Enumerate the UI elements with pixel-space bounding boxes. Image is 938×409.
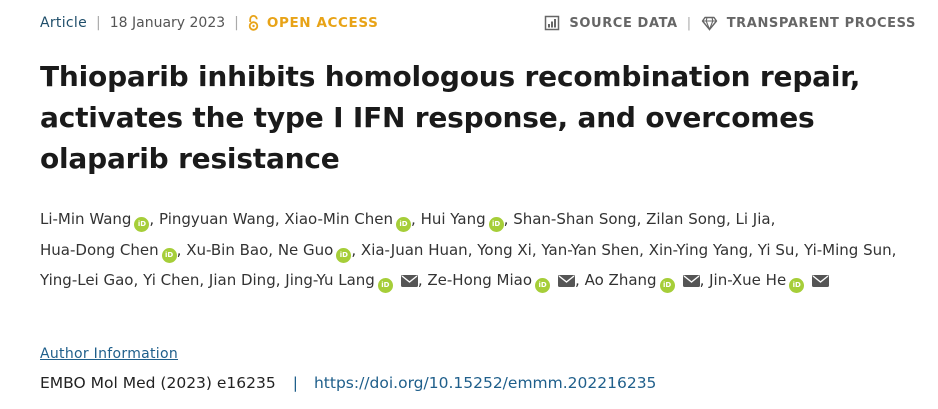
author-name[interactable]: Jian Ding xyxy=(208,271,276,289)
source-data-label: SOURCE DATA xyxy=(569,15,678,31)
publication-date: 18 January 2023 xyxy=(109,15,226,31)
author[interactable]: Xu-Bin Bao, xyxy=(186,240,274,259)
author[interactable]: Hui Yang iD, xyxy=(420,210,508,232)
author[interactable]: Yong Xi, xyxy=(477,240,537,259)
author-name[interactable]: Li Jia xyxy=(735,210,771,228)
author[interactable]: Ao Zhang iD, xyxy=(584,271,704,293)
author-information-link[interactable]: Author Information xyxy=(40,346,179,362)
author-name[interactable]: Ying-Lei Gao xyxy=(40,271,134,289)
open-access-label: OPEN ACCESS xyxy=(266,15,379,31)
orcid-icon[interactable]: iD xyxy=(161,247,177,263)
author-name[interactable]: Jin-Xue He xyxy=(709,271,787,289)
author-name[interactable]: Xu-Bin Bao xyxy=(186,240,269,259)
orcid-icon[interactable]: iD xyxy=(535,278,551,293)
source-data-icon xyxy=(545,15,560,31)
author-name[interactable]: Xin-Ying Yang xyxy=(648,240,749,259)
source-data-link[interactable]: SOURCE DATA xyxy=(544,15,677,31)
author-name[interactable]: Hua-Dong Chen xyxy=(40,240,159,259)
orcid-icon[interactable]: iD xyxy=(659,278,675,293)
author[interactable]: Zilan Song, xyxy=(646,210,731,228)
author[interactable]: Jing-Yu Lang iD, xyxy=(285,271,423,293)
author[interactable]: Yi Chen, xyxy=(143,271,205,289)
author-name[interactable]: Li-Min Wang xyxy=(40,210,132,228)
orcid-icon[interactable]: iD xyxy=(396,217,412,232)
author[interactable]: Ying-Lei Gao, xyxy=(40,271,139,289)
author[interactable]: Yi-Ming Sun, xyxy=(803,240,897,259)
article-meta: Article | 18 January 2023 | OPEN ACCESS xyxy=(40,13,378,33)
orcid-icon[interactable]: iD xyxy=(134,217,150,232)
author[interactable]: Ze-Hong Miao iD, xyxy=(427,271,580,293)
orcid-icon[interactable]: iD xyxy=(488,217,504,232)
author-name[interactable]: Yong Xi xyxy=(477,240,532,259)
transparent-process-link[interactable]: TRANSPARENT PROCESS xyxy=(701,16,916,31)
orcid-icon[interactable]: iD xyxy=(377,278,393,293)
transparent-process-label: TRANSPARENT PROCESS xyxy=(726,15,916,31)
article-badges: SOURCE DATA | TRANSPARENT PROCESS xyxy=(544,13,916,33)
citation: EMBO Mol Med (2023) e16235 | https://doi… xyxy=(40,374,656,392)
author-name[interactable]: Pingyuan Wang xyxy=(158,210,275,228)
author-name[interactable]: Jing-Yu Lang xyxy=(285,271,375,289)
email-icon[interactable] xyxy=(812,267,830,298)
author[interactable]: Xia-Juan Huan, xyxy=(360,240,473,259)
author-name[interactable]: Ne Guo xyxy=(277,240,334,259)
author-name[interactable]: Ze-Hong Miao xyxy=(427,271,533,289)
author-name[interactable]: Ao Zhang xyxy=(584,271,657,289)
author[interactable]: Yi Su, xyxy=(757,240,800,259)
diamond-icon xyxy=(701,16,717,31)
author-name[interactable]: Hui Yang xyxy=(420,210,486,228)
author[interactable]: Jian Ding, xyxy=(208,271,281,289)
journal-citation: EMBO Mol Med (2023) e16235 xyxy=(40,374,276,392)
author[interactable]: Shan-Shan Song, xyxy=(513,210,642,228)
author[interactable]: Xin-Ying Yang, xyxy=(648,240,754,259)
orcid-icon[interactable]: iD xyxy=(336,247,352,263)
author-name[interactable]: Shan-Shan Song xyxy=(513,210,637,228)
author[interactable]: Pingyuan Wang, xyxy=(158,210,280,228)
author-name[interactable]: Yi-Ming Sun xyxy=(803,240,892,259)
citation-separator: | xyxy=(292,374,298,392)
author-name[interactable]: Xia-Juan Huan xyxy=(360,240,468,259)
open-access-badge: OPEN ACCESS xyxy=(248,15,379,31)
orcid-icon[interactable]: iD xyxy=(789,278,805,293)
email-icon[interactable] xyxy=(682,267,700,298)
article-title: Thioparib inhibits homologous recombinat… xyxy=(40,60,861,175)
open-lock-icon xyxy=(248,15,259,31)
author-name[interactable]: Yan-Yan Shen xyxy=(541,240,640,259)
author[interactable]: Hua-Dong Chen iD, xyxy=(40,240,181,263)
author-name[interactable]: Zilan Song xyxy=(646,210,726,228)
email-icon[interactable] xyxy=(558,267,576,298)
email-icon[interactable] xyxy=(400,267,418,298)
doi-link[interactable]: https://doi.org/10.15252/emmm.202216235 xyxy=(313,374,657,392)
article-type: Article xyxy=(40,15,88,31)
author[interactable]: Ne Guo iD, xyxy=(277,240,356,263)
author[interactable]: Li Jia, xyxy=(735,210,776,228)
meta-separator: | xyxy=(686,15,692,31)
author[interactable]: Xiao-Min Chen iD, xyxy=(284,210,416,232)
author[interactable]: Yan-Yan Shen, xyxy=(541,240,644,259)
author[interactable]: Jin-Xue He iD xyxy=(709,271,830,293)
meta-separator: | xyxy=(234,15,239,31)
author[interactable]: Li-Min Wang iD, xyxy=(40,210,154,232)
meta-separator: | xyxy=(96,15,101,31)
author-name[interactable]: Yi Chen xyxy=(143,271,200,289)
author-list: Li-Min Wang iD, Pingyuan Wang, Xiao-Min C… xyxy=(40,204,920,298)
author-name[interactable]: Xiao-Min Chen xyxy=(284,210,394,228)
author-name[interactable]: Yi Su xyxy=(757,240,795,259)
